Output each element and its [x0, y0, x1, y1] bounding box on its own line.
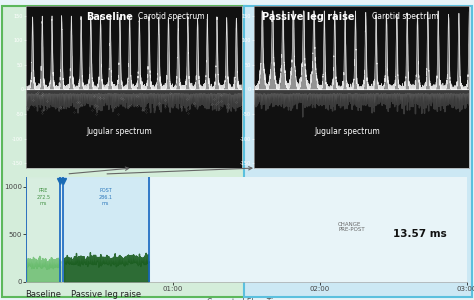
Text: Passive leg raise: Passive leg raise — [71, 290, 141, 299]
Text: Jugular spectrum: Jugular spectrum — [314, 127, 380, 136]
Text: Carotid spectrum: Carotid spectrum — [372, 13, 439, 22]
Bar — [26, 177, 60, 282]
Bar — [63, 177, 148, 282]
Text: Baseline: Baseline — [86, 13, 133, 22]
Text: Carotid spectrum: Carotid spectrum — [138, 13, 205, 22]
Text: Baseline: Baseline — [25, 290, 61, 299]
Text: Passive leg raise: Passive leg raise — [262, 13, 355, 22]
Text: POST
286.1
ms: POST 286.1 ms — [99, 188, 113, 206]
Text: PRE
272.5
ms: PRE 272.5 ms — [36, 188, 50, 206]
Text: Jugular spectrum: Jugular spectrum — [86, 127, 152, 136]
Text: 13.57 ms: 13.57 ms — [393, 230, 447, 239]
Text: CHANGE
PRE-POST: CHANGE PRE-POST — [338, 222, 365, 232]
Text: Corrected Flow Time: Corrected Flow Time — [207, 298, 286, 300]
